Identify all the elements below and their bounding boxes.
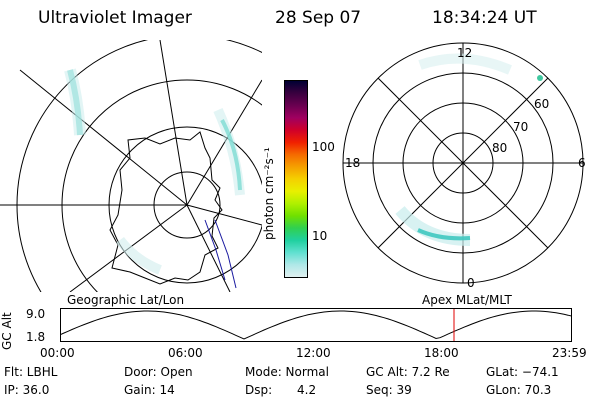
status-seq: Seq: 39 xyxy=(366,383,412,397)
lon-line xyxy=(19,69,188,206)
geographic-map xyxy=(0,40,262,292)
mlt-label-6: 6 xyxy=(578,156,586,170)
orbit-altitude-plot xyxy=(60,308,572,342)
orbit-ytick-1-8: 1.8 xyxy=(26,330,46,344)
mlat-label-60: 60 xyxy=(534,97,550,111)
status-mode: Mode: Normal xyxy=(245,365,329,379)
status-ip: IP: 36.0 xyxy=(4,383,50,397)
lon-line xyxy=(159,40,188,206)
lon-line xyxy=(186,204,262,226)
orbit-xtick-1200: 12:00 xyxy=(296,346,331,360)
orbit-altitude-curve xyxy=(60,310,572,340)
colorbar-tick-100: 100 xyxy=(312,140,335,154)
status-glon: GLon: 70.3 xyxy=(486,383,552,397)
aurora-emission xyxy=(395,53,543,246)
orbit-ytick-9: 9.0 xyxy=(26,307,46,321)
observation-date: 28 Sep 07 xyxy=(275,8,362,28)
observation-time: 18:34:24 UT xyxy=(432,8,537,28)
lon-line xyxy=(186,204,231,292)
status-gain: Gain: 14 xyxy=(124,383,175,397)
colorbar xyxy=(284,80,308,278)
status-gc-alt: GC Alt: 7.2 Re xyxy=(366,365,450,379)
orbit-xtick-2359: 23:59 xyxy=(552,346,587,360)
lat-circle-outer xyxy=(61,79,262,292)
orbit-ylabel: GC Alt xyxy=(0,312,14,350)
orbit-track xyxy=(204,219,226,281)
orbit-xtick-1800: 18:00 xyxy=(424,346,459,360)
status-dsp-label: Dsp: xyxy=(245,383,273,397)
instrument-title: Ultraviolet Imager xyxy=(38,8,192,28)
status-dsp-value: 4.2 xyxy=(297,383,317,397)
mlat-label-70: 70 xyxy=(513,120,529,134)
coastline xyxy=(109,131,223,285)
status-glat: GLat: −74.1 xyxy=(486,365,559,379)
colorbar-gradient xyxy=(285,81,307,277)
mlat-label-80: 80 xyxy=(492,141,508,155)
mlt-label-12: 12 xyxy=(457,46,473,60)
apex-map xyxy=(342,42,584,284)
apex-map-label: Apex MLat/MLT xyxy=(422,293,512,307)
status-door: Door: Open xyxy=(124,365,193,379)
orbit-xtick-0000: 00:00 xyxy=(40,346,75,360)
mlt-label-0: 0 xyxy=(467,276,475,290)
aurora-emission xyxy=(64,68,245,275)
lon-line xyxy=(186,79,262,206)
orbit-plot-frame xyxy=(60,308,572,342)
orbit-xtick-0600: 06:00 xyxy=(168,346,203,360)
colorbar-tick-10: 10 xyxy=(312,229,328,243)
mlt-label-18: 18 xyxy=(345,156,361,170)
orbit-track xyxy=(214,219,237,289)
status-filter: Flt: LBHL xyxy=(4,365,58,379)
colorbar-label: photon cm⁻²s⁻¹ xyxy=(262,147,276,240)
geographic-map-label: Geographic Lat/Lon xyxy=(67,293,185,307)
